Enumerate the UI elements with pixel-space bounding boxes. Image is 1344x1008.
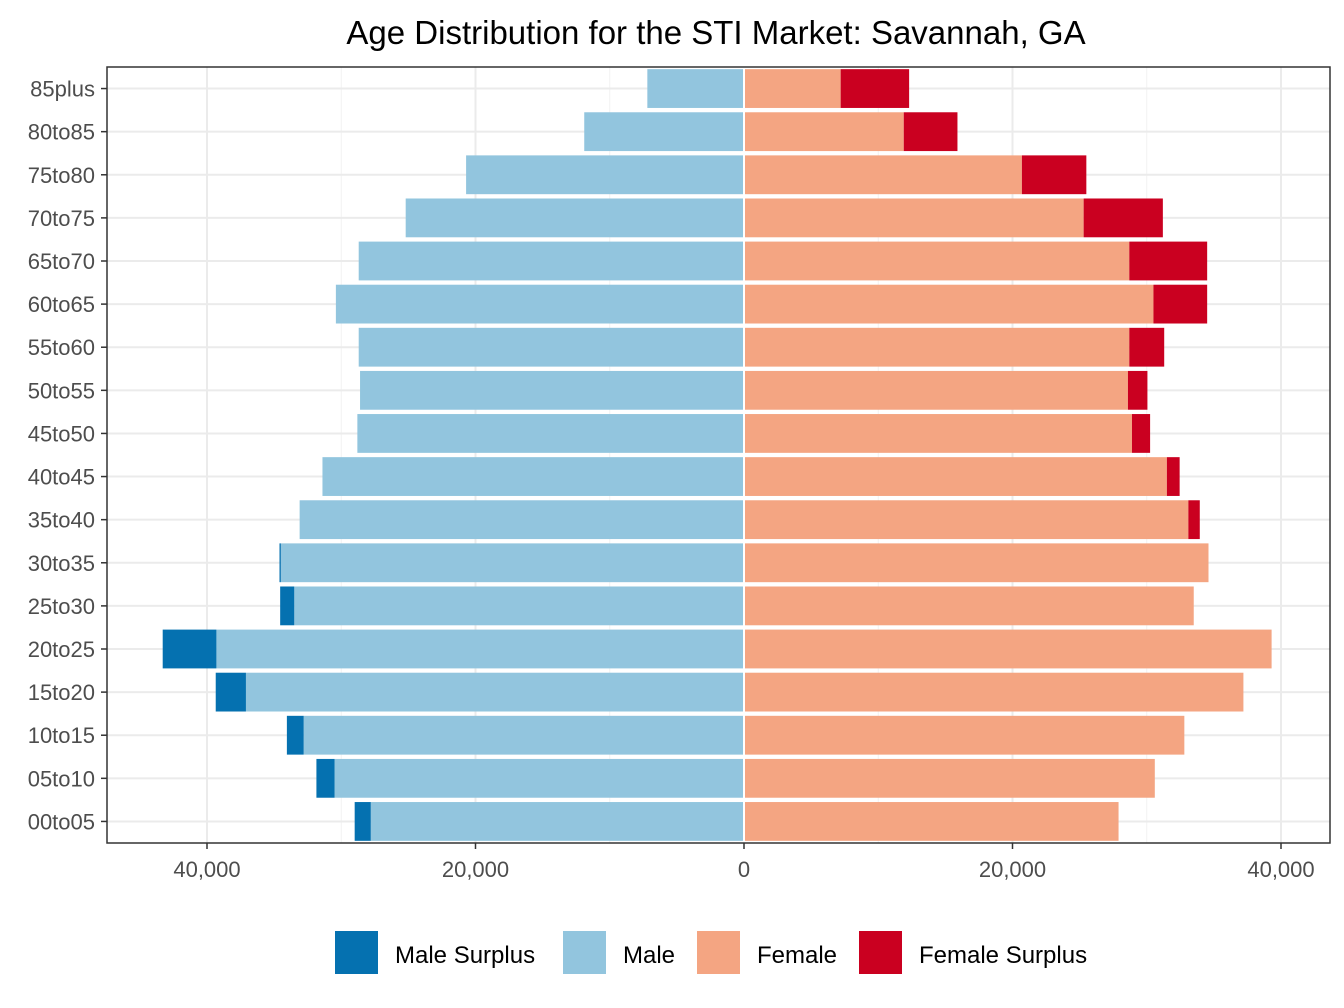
bar-female-45to50 (744, 414, 1132, 453)
legend-label-male-surplus: Male Surplus (395, 942, 535, 969)
x-tick-label: 0 (738, 857, 750, 882)
bar-male-20to25 (216, 629, 744, 669)
y-tick-label: 60to65 (28, 292, 95, 317)
legend-swatch-male (563, 931, 606, 974)
bar-male-75to80 (466, 155, 744, 195)
plot-background (107, 67, 1330, 843)
legend-swatch-female (697, 931, 740, 974)
bar-female-15to20 (744, 672, 1244, 712)
bar-male-50to55 (360, 370, 744, 410)
y-tick-label: 15to20 (28, 680, 95, 705)
bar-female-surplus-70to75 (1083, 198, 1163, 238)
bar-male-30to35 (280, 543, 744, 583)
bar-female-surplus-50to55 (1127, 370, 1148, 410)
x-tick-label: 40,000 (173, 857, 240, 882)
bar-male-40to45 (322, 457, 744, 496)
x-tick-label: 20,000 (442, 857, 509, 882)
bar-male-surplus-15to20 (215, 672, 246, 712)
bar-male-surplus-25to30 (280, 586, 295, 626)
bar-female-surplus-65to70 (1129, 241, 1208, 281)
bar-female-surplus-40to45 (1166, 457, 1180, 496)
bar-female-surplus-85plus (840, 69, 910, 108)
y-tick-label: 65to70 (28, 249, 95, 274)
bar-female-05to10 (744, 758, 1155, 798)
bar-male-45to50 (357, 414, 744, 453)
plot-border (106, 66, 1331, 844)
y-tick-label: 85plus (30, 77, 95, 102)
legend-swatch-male-surplus (335, 931, 378, 974)
bar-male-25to30 (294, 586, 744, 626)
y-tick-label: 40to45 (28, 465, 95, 490)
legend-swatch-female-surplus (859, 931, 902, 974)
y-tick-label: 25to30 (28, 594, 95, 619)
y-tick-label: 30to35 (28, 551, 95, 576)
y-tick-label: 45to50 (28, 421, 95, 446)
bar-female-25to30 (744, 586, 1194, 626)
bar-male-surplus-05to10 (316, 758, 335, 798)
y-tick-label: 50to55 (28, 378, 95, 403)
y-tick-label: 80to85 (28, 120, 95, 145)
bar-male-surplus-20to25 (162, 629, 217, 669)
bar-female-80to85 (744, 112, 904, 152)
bar-female-surplus-75to80 (1021, 155, 1087, 195)
bar-male-70to75 (405, 198, 744, 238)
y-tick-label: 10to15 (28, 723, 95, 748)
bar-male-85plus (647, 69, 744, 108)
y-tick-label: 20to25 (28, 637, 95, 662)
legend-label-male: Male (623, 942, 675, 969)
bar-female-surplus-55to60 (1129, 327, 1165, 367)
bar-female-35to40 (744, 500, 1189, 540)
y-tick-label: 05to10 (28, 766, 95, 791)
chart-title: Age Distribution for the STI Market: Sav… (346, 14, 1085, 51)
bar-male-65to70 (358, 241, 744, 281)
axes: 00to05 05to10 10to15 15to20 20to25 25to30 30to… (28, 77, 1315, 882)
x-tick-label: 20,000 (979, 857, 1046, 882)
y-tick-label: 00to05 (28, 809, 95, 834)
bar-female-surplus-80to85 (903, 112, 958, 152)
bar-female-10to15 (744, 715, 1185, 755)
bar-female-60to65 (744, 284, 1154, 324)
bar-female-40to45 (744, 457, 1167, 496)
bar-male-80to85 (584, 112, 744, 152)
bar-female-70to75 (744, 198, 1084, 238)
bar-female-surplus-60to65 (1153, 284, 1208, 324)
bar-female-75to80 (744, 155, 1022, 195)
bar-female-65to70 (744, 241, 1130, 281)
bar-male-surplus-30to35 (279, 543, 281, 583)
bar-male-05to10 (334, 758, 744, 798)
legend-label-female: Female (757, 942, 837, 969)
bar-female-surplus-45to50 (1131, 414, 1151, 453)
bar-male-surplus-00to05 (354, 802, 371, 841)
plot-area (107, 67, 1330, 843)
bar-female-30to35 (744, 543, 1209, 583)
x-tick-label: 40,000 (1247, 857, 1314, 882)
legend-label-female-surplus: Female Surplus (919, 942, 1087, 969)
bar-male-55to60 (358, 327, 744, 367)
bar-male-15to20 (245, 672, 744, 712)
bar-female-20to25 (744, 629, 1272, 669)
bar-female-50to55 (744, 370, 1128, 410)
bar-male-00to05 (370, 802, 744, 841)
bar-male-35to40 (299, 500, 744, 540)
y-tick-label: 55to60 (28, 335, 95, 360)
legend: Male Surplus Male Female Female Surplus (335, 931, 1087, 974)
bar-male-10to15 (303, 715, 744, 755)
y-tick-label: 35to40 (28, 508, 95, 533)
bar-male-60to65 (335, 284, 744, 324)
bars (162, 67, 1272, 843)
y-tick-label: 70to75 (28, 206, 95, 231)
bar-female-surplus-35to40 (1188, 500, 1200, 540)
bar-female-55to60 (744, 327, 1130, 367)
y-tick-label: 75to80 (28, 163, 95, 188)
bar-female-85plus (744, 69, 841, 108)
bar-male-surplus-10to15 (286, 715, 304, 755)
bar-female-00to05 (744, 802, 1119, 841)
